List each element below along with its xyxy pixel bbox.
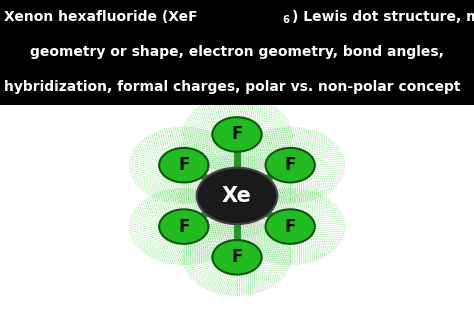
Bar [0,35,474,70]
Text: F: F [231,248,243,266]
Circle shape [265,148,315,183]
Text: Xe: Xe [222,186,252,206]
Text: F: F [231,125,243,143]
Text: F: F [284,156,296,174]
Bar [0,0,474,35]
Circle shape [265,209,315,244]
Text: geometry or shape, electron geometry, bond angles,: geometry or shape, electron geometry, bo… [30,45,444,59]
Text: F: F [178,156,190,174]
Circle shape [212,117,262,152]
Bar [0,70,474,105]
Bar [0,0,474,35]
Text: 6: 6 [282,15,289,25]
Text: ) Lewis dot structure, molecular: ) Lewis dot structure, molecular [292,10,474,24]
Text: hybridization, formal charges, polar vs. non-polar concept: hybridization, formal charges, polar vs.… [4,80,460,94]
Text: F: F [178,217,190,236]
Circle shape [159,148,209,183]
Text: F: F [284,217,296,236]
Bar [0,35,474,70]
Circle shape [212,240,262,275]
Circle shape [159,209,209,244]
Text: Xenon hexafluoride (XeF: Xenon hexafluoride (XeF [4,10,197,24]
Circle shape [197,168,277,224]
